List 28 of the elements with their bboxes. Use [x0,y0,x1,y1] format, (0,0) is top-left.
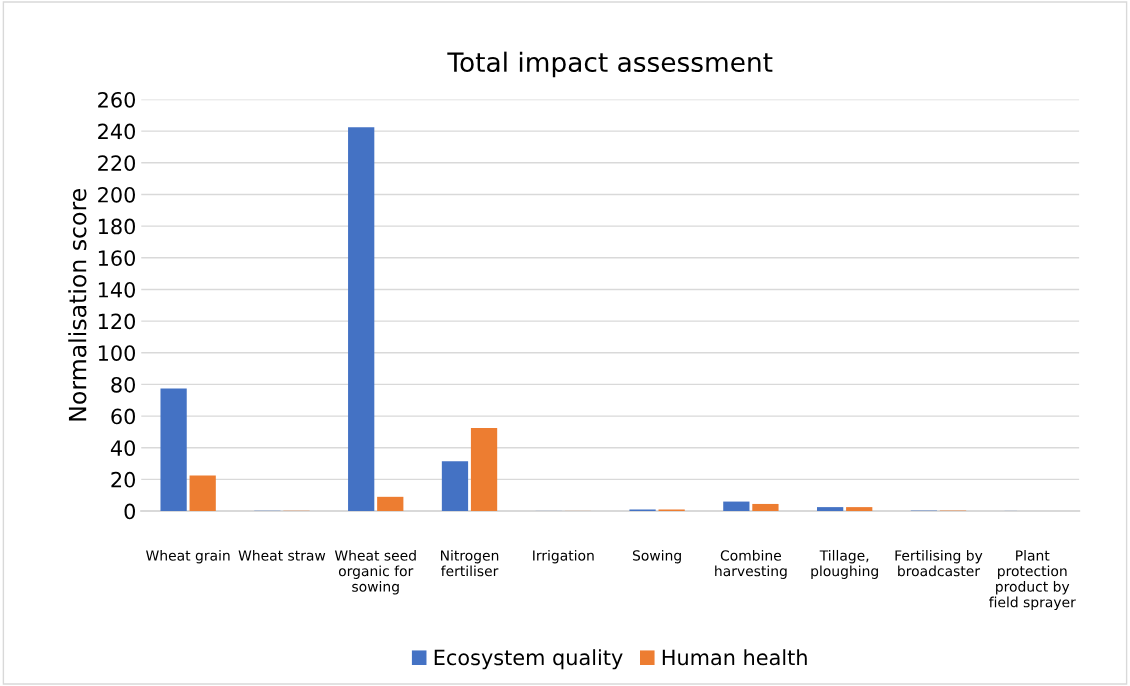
x-tick-label: Tillage, ploughing [811,549,878,579]
y-tick-label: 180 [98,218,135,235]
y-tick-label: 40 [110,440,136,456]
x-tick-label: Combine harvesting [715,549,787,579]
y-tick-label: 140 [98,281,135,298]
chart-title: Total impact assessment [447,51,773,78]
x-tick-label: Fertilising by broadcaster [895,549,983,577]
x-tick-label: Sowing [632,549,681,564]
x-tick-label: Wheat grain [146,549,230,564]
y-tick-label: 200 [98,186,135,203]
x-tick-label: Nitrogen fertiliser [441,549,499,577]
x-tick-label: Wheat straw [238,549,326,561]
y-tick-label: 100 [98,345,135,361]
y-tick-label: 60 [111,408,136,425]
legend-label: Human health [662,649,807,666]
y-tick-label: 0 [124,503,136,520]
y-tick-label: 260 [98,91,135,108]
legend-label: Ecosystem quality [434,649,623,670]
y-tick-label: 120 [98,313,135,330]
y-tick-label: 80 [111,376,136,393]
x-tick-label: Wheat seed organic for sowing [334,549,416,595]
x-tick-label: Irrigation [533,549,594,564]
y-tick-label: 20 [111,471,136,488]
x-tick-label: Plant protection product by field sprayer [989,549,1076,611]
y-tick-label: 220 [98,155,135,171]
y-tick-label: 240 [98,123,135,140]
y-tick-label: 160 [98,250,135,266]
y-axis-title: Normalisation score [68,189,87,421]
